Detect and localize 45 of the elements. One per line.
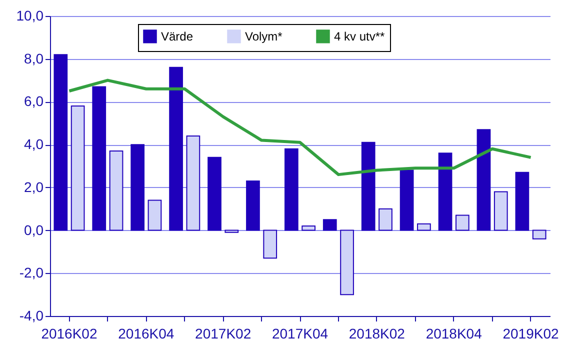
bar — [92, 86, 106, 231]
bar — [284, 148, 298, 231]
y-tick-label: 2,0 — [24, 178, 44, 195]
bar — [263, 230, 278, 259]
bar — [186, 136, 200, 231]
y-tick-label: 8,0 — [24, 50, 44, 66]
y-tick-label: -2,0 — [19, 264, 44, 281]
bar — [169, 66, 183, 231]
x-tick-label: 2018K02 — [348, 326, 406, 340]
bar — [494, 191, 508, 231]
bar — [208, 156, 222, 231]
x-tick-label: 2018K04 — [426, 326, 482, 340]
x-tick-label: 2019K02 — [502, 326, 560, 340]
bar — [417, 223, 431, 231]
bar — [340, 230, 354, 296]
y-tick-label: 0,0 — [24, 222, 44, 238]
y-tick-label: 4,0 — [24, 136, 44, 152]
y-tick-label: 6,0 — [24, 93, 44, 110]
line-series — [68, 78, 532, 176]
bar — [246, 180, 260, 231]
x-tick-label: 2017K02 — [195, 326, 252, 340]
bar — [224, 230, 239, 233]
bar — [322, 219, 337, 231]
legend-label: Värde — [161, 29, 194, 44]
x-tick-label: 2016K04 — [118, 326, 174, 340]
bar — [361, 142, 376, 231]
bar — [302, 226, 316, 231]
bar — [70, 106, 85, 231]
bar — [109, 150, 124, 231]
y-tick-label: 10,0 — [16, 8, 44, 24]
legend-label: Volym* — [245, 29, 283, 44]
bar — [532, 230, 546, 240]
bar — [438, 152, 452, 231]
bar — [400, 170, 414, 231]
bar — [54, 54, 68, 231]
bar — [148, 200, 162, 231]
bar — [378, 208, 392, 231]
x-tick-label: 2017K04 — [272, 326, 328, 340]
bar — [130, 144, 145, 231]
x-tick-label: 2016K02 — [41, 326, 98, 340]
legend-label: 4 kv utv** — [334, 29, 386, 44]
y-tick-label: -4,0 — [19, 308, 44, 324]
bar — [515, 172, 530, 231]
bar — [455, 214, 470, 231]
bar — [476, 129, 491, 231]
